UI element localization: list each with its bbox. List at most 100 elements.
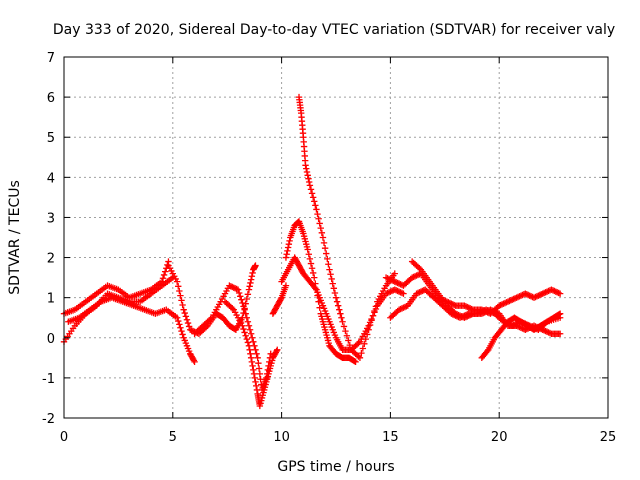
data-point (338, 314, 345, 321)
data-point (295, 218, 302, 226)
y-tick-label: -2 (42, 412, 55, 427)
data-point (501, 299, 509, 307)
data-point (285, 240, 293, 248)
y-tick-label: 7 (47, 51, 55, 66)
data-point (384, 289, 391, 297)
data-point (417, 288, 425, 295)
data-point (388, 287, 396, 295)
data-point (305, 175, 312, 182)
y-tick-label: 2 (47, 252, 55, 267)
data-point (420, 287, 427, 294)
data-point (309, 194, 317, 201)
data-point (507, 297, 515, 304)
data-point (516, 323, 523, 331)
data-point (336, 306, 343, 313)
data-point (175, 283, 182, 290)
data-point (173, 314, 181, 321)
data-point (530, 294, 538, 301)
data-point (384, 275, 391, 282)
data-point (182, 313, 190, 320)
data-point (304, 172, 311, 179)
data-point (395, 288, 403, 295)
data-point (555, 311, 563, 318)
data-point (185, 323, 193, 330)
data-point (480, 309, 487, 317)
data-point (325, 261, 332, 268)
data-point (484, 347, 491, 355)
data-point (241, 306, 248, 313)
data-point (253, 386, 261, 394)
data-point (255, 365, 263, 372)
data-point (462, 303, 470, 310)
data-point (282, 254, 290, 261)
data-point (250, 338, 257, 345)
data-point (385, 275, 393, 283)
data-point (247, 276, 255, 283)
y-tick-label: 4 (47, 171, 55, 186)
data-point (522, 326, 529, 333)
grid-lines (64, 57, 608, 418)
data-point (305, 178, 313, 186)
data-point (398, 281, 406, 289)
data-point (307, 260, 315, 267)
data-point (556, 330, 564, 337)
data-point (525, 291, 532, 299)
data-point (284, 244, 292, 251)
data-point (398, 305, 406, 312)
data-point (496, 302, 503, 309)
y-tick-label: 5 (47, 131, 55, 146)
data-point (245, 286, 253, 293)
data-point (395, 280, 403, 287)
data-point (538, 291, 545, 298)
data-point (504, 298, 512, 305)
data-point (242, 310, 249, 317)
data-point (465, 312, 472, 319)
data-point (517, 324, 525, 331)
data-point (413, 272, 420, 279)
data-point (488, 307, 496, 314)
data-point (401, 303, 409, 311)
data-point (369, 312, 377, 319)
x-tick-label: 25 (600, 430, 617, 445)
data-point (540, 327, 548, 334)
data-point (187, 326, 194, 333)
data-point (506, 297, 513, 305)
data-point (416, 289, 423, 296)
series-track-11 (382, 270, 564, 317)
data-point (465, 304, 472, 311)
data-point (249, 334, 256, 341)
data-point (191, 358, 198, 366)
data-point (400, 290, 407, 297)
data-point (355, 353, 362, 360)
data-point (309, 269, 317, 277)
data-point (244, 291, 252, 298)
data-point (414, 271, 422, 279)
data-point (328, 275, 335, 283)
data-point (179, 301, 186, 309)
data-point (390, 277, 397, 285)
data-point (315, 215, 322, 222)
data-point (513, 294, 520, 301)
data-point (362, 335, 369, 343)
data-point (452, 310, 459, 317)
data-point (372, 303, 380, 310)
data-point (352, 358, 359, 366)
data-point (334, 302, 342, 309)
data-point (517, 292, 525, 299)
data-point (306, 255, 314, 263)
series-track-6 (221, 298, 281, 410)
data-point (316, 304, 323, 311)
data-point (535, 292, 542, 299)
data-point (183, 316, 191, 323)
x-tick-label: 10 (273, 430, 290, 445)
data-point (257, 376, 264, 383)
data-point (284, 247, 291, 255)
data-point (543, 328, 551, 335)
data-point (411, 273, 419, 280)
data-point (456, 312, 464, 319)
data-point (393, 279, 400, 286)
data-point (286, 237, 293, 245)
data-point (387, 276, 394, 283)
series-track-14 (478, 310, 564, 362)
data-point (468, 311, 475, 318)
